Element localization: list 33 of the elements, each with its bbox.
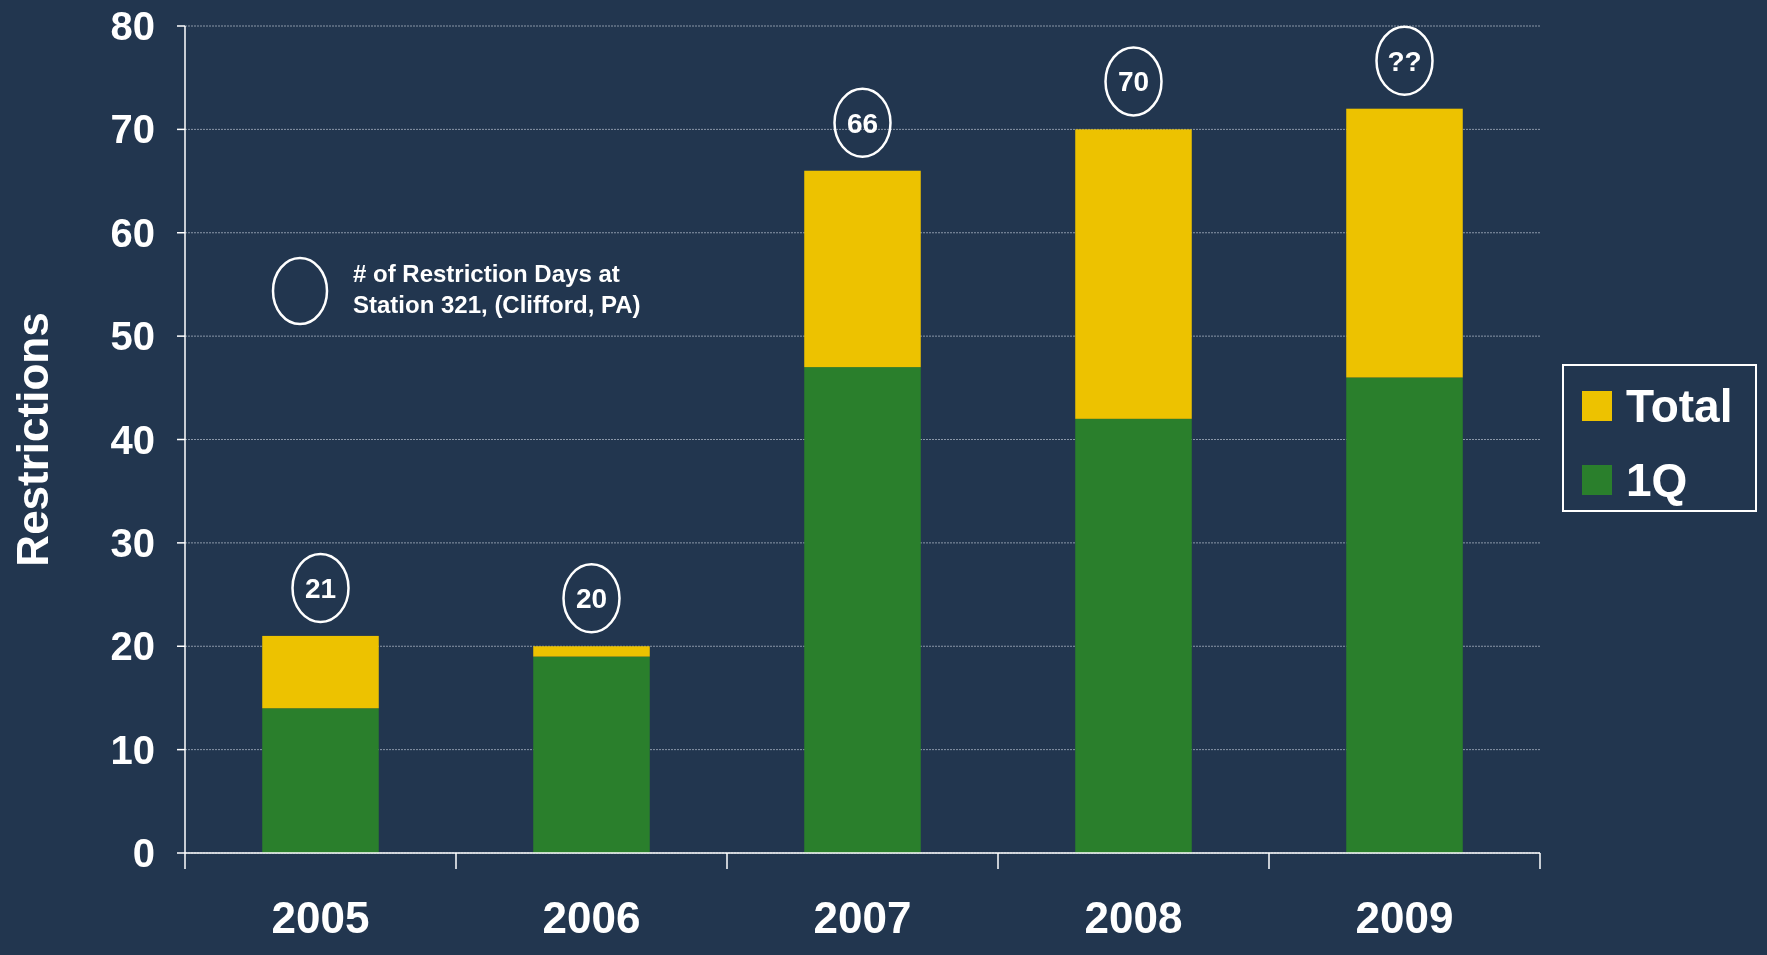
total-label: 21 bbox=[304, 572, 337, 604]
y-tick-label: 80 bbox=[110, 4, 155, 48]
y-tick-label: 50 bbox=[110, 314, 155, 359]
x-tick-label: 2008 bbox=[1084, 893, 1183, 942]
y-tick-label: 30 bbox=[110, 520, 155, 565]
total-label: ?? bbox=[1387, 45, 1422, 77]
bar bbox=[1346, 377, 1463, 853]
y-tick-label: 10 bbox=[110, 727, 155, 772]
x-tick-label: 2006 bbox=[542, 893, 641, 942]
bar bbox=[533, 646, 650, 657]
x-tick-label: 2009 bbox=[1355, 893, 1454, 942]
y-tick-label: 40 bbox=[110, 417, 155, 462]
bar bbox=[262, 708, 379, 853]
bar bbox=[804, 367, 921, 853]
bar bbox=[533, 656, 650, 853]
legend-label: 1Q bbox=[1626, 454, 1688, 507]
bar bbox=[804, 170, 921, 368]
y-tick-label: 70 bbox=[110, 107, 155, 152]
x-tick-label: 2005 bbox=[271, 893, 370, 942]
y-axis-title: Restrictions bbox=[8, 312, 57, 567]
y-tick-label: 20 bbox=[110, 624, 155, 669]
y-tick-label: 0 bbox=[132, 831, 155, 875]
bar bbox=[1346, 108, 1463, 378]
annotation: # of Restriction Days at Station 321, (Clifford, PA) bbox=[353, 260, 641, 318]
total-label: 66 bbox=[846, 107, 879, 139]
total-label: 20 bbox=[575, 583, 608, 615]
bar bbox=[262, 635, 379, 709]
y-tick-label: 60 bbox=[110, 210, 155, 255]
x-tick-label: 2007 bbox=[813, 893, 912, 942]
bar bbox=[1075, 418, 1192, 853]
bar bbox=[1075, 129, 1192, 419]
total-label: 70 bbox=[1117, 66, 1150, 98]
legend-label: Total bbox=[1626, 380, 1733, 433]
